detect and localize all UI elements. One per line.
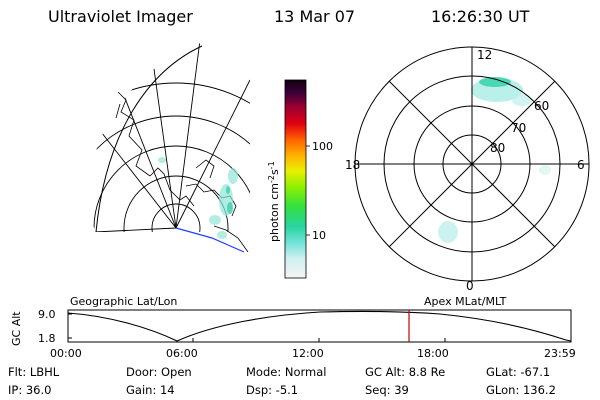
glon-info: GLon: 136.2 — [486, 383, 556, 397]
filter-info: Flt: LBHL — [8, 365, 60, 379]
polar-plot: 12 18 6 0 60 70 80 — [345, 46, 590, 293]
mlat-label-70: 70 — [511, 121, 526, 135]
geographic-caption: Geographic Lat/Lon — [70, 295, 178, 308]
colorbar-tick-10: 10 — [312, 229, 326, 242]
alt-ytick-low: 1.8 — [38, 332, 56, 345]
mlt-label-18: 18 — [345, 158, 360, 172]
colorbar-tick-100: 100 — [312, 140, 333, 153]
colorbar-unit-label: photon cm-2s-1 — [267, 161, 281, 242]
mlt-label-12: 12 — [477, 48, 492, 62]
altitude-curve — [67, 310, 572, 342]
time-label: 16:26:30 UT — [431, 7, 530, 26]
xtick-0600: 06:00 — [166, 347, 198, 360]
seq-info: Seq: 39 — [365, 383, 409, 397]
glat-info: GLat: -67.1 — [486, 365, 551, 379]
gc-alt-info: GC Alt: 8.8 Re — [365, 365, 446, 379]
xtick-1800: 18:00 — [417, 347, 449, 360]
dsp-info: Dsp: -5.1 — [246, 383, 299, 397]
colorbar: 100 10 photon cm-2s-1 — [267, 79, 333, 279]
apex-caption: Apex MLat/MLT — [424, 295, 507, 308]
altitude-plot: GC Alt — [10, 309, 572, 346]
instrument-title: Ultraviolet Imager — [48, 7, 193, 26]
door-info: Door: Open — [126, 365, 192, 379]
gain-info: Gain: 14 — [126, 383, 175, 397]
ip-info: IP: 36.0 — [8, 383, 52, 397]
alt-ytick-high: 9.0 — [38, 308, 56, 321]
mlt-label-0: 0 — [466, 279, 474, 293]
xtick-0000: 00:00 — [50, 347, 82, 360]
mlt-label-6: 6 — [577, 158, 585, 172]
xtick-2359: 23:59 — [544, 347, 576, 360]
mlat-label-60: 60 — [534, 99, 549, 113]
mlat-label-80: 80 — [490, 141, 505, 155]
date-label: 13 Mar 07 — [274, 7, 356, 26]
altitude-ylabel: GC Alt — [10, 311, 23, 346]
mode-info: Mode: Normal — [246, 365, 327, 379]
xtick-1200: 12:00 — [292, 347, 324, 360]
